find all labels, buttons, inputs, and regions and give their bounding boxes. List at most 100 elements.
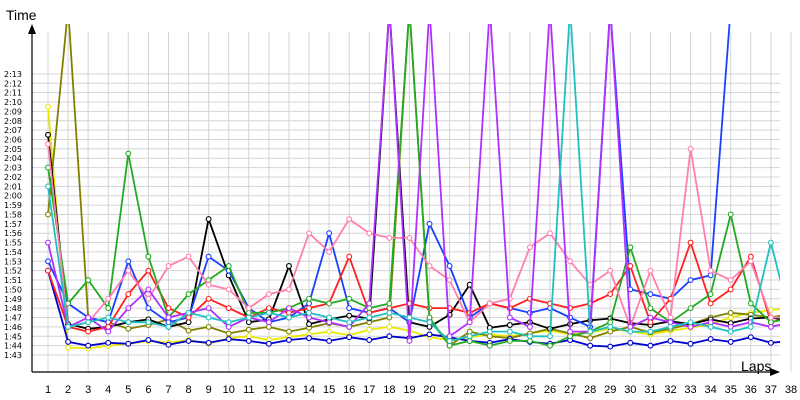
data-point bbox=[245, 326, 252, 333]
data-point bbox=[205, 281, 212, 288]
data-point bbox=[386, 309, 393, 316]
data-point bbox=[346, 253, 353, 260]
data-point bbox=[386, 333, 393, 340]
series-line bbox=[47, 270, 780, 348]
y-tick-label: 2:03 bbox=[4, 164, 22, 173]
data-point bbox=[245, 305, 252, 312]
data-point bbox=[789, 6, 794, 11]
data-point bbox=[426, 314, 433, 321]
data-point bbox=[547, 333, 553, 340]
data-point bbox=[85, 277, 92, 283]
y-tick-label: 2:05 bbox=[4, 145, 22, 154]
data-point bbox=[245, 333, 252, 340]
x-tick-label: 19 bbox=[403, 384, 415, 396]
data-point bbox=[366, 326, 373, 333]
data-point bbox=[687, 323, 694, 330]
data-point bbox=[286, 328, 292, 335]
data-point bbox=[286, 309, 292, 316]
data-point bbox=[85, 328, 92, 335]
data-point bbox=[45, 131, 51, 138]
data-point bbox=[747, 300, 754, 307]
data-point bbox=[105, 295, 112, 302]
data-point bbox=[105, 305, 112, 312]
data-point bbox=[386, 234, 393, 241]
x-tick-label: 11 bbox=[243, 384, 254, 396]
data-point bbox=[486, 300, 493, 307]
data-point bbox=[667, 319, 674, 326]
y-tick-label: 2:07 bbox=[4, 126, 22, 135]
data-point bbox=[286, 314, 292, 321]
x-tick-label: 28 bbox=[584, 384, 596, 396]
data-point bbox=[627, 339, 634, 346]
x-tick-label: 36 bbox=[745, 384, 757, 396]
data-point bbox=[727, 323, 734, 330]
data-point bbox=[346, 295, 353, 302]
data-point bbox=[225, 336, 232, 343]
data-point bbox=[426, 220, 433, 227]
data-point bbox=[205, 339, 212, 346]
data-point bbox=[265, 340, 272, 347]
x-tick-label: 23 bbox=[484, 384, 496, 396]
data-point bbox=[647, 291, 654, 298]
data-point bbox=[326, 314, 333, 321]
data-point bbox=[125, 325, 132, 332]
data-point bbox=[326, 319, 333, 326]
data-point bbox=[387, 6, 392, 11]
data-point bbox=[426, 263, 433, 269]
data-point bbox=[567, 328, 574, 335]
data-point bbox=[45, 211, 51, 218]
series-line bbox=[47, 106, 780, 350]
y-tick-label: 1:56 bbox=[4, 229, 22, 238]
data-point bbox=[748, 6, 753, 11]
x-tick-labels: 1 2 3 4 5 6 7 8 9 10 11 12 13 14 15 16 17 18 19 20 21 22 23 24 2… bbox=[45, 384, 797, 396]
y-tick-label: 1:57 bbox=[4, 220, 22, 229]
data-point bbox=[306, 305, 312, 312]
data-point bbox=[587, 335, 594, 342]
data-point bbox=[205, 253, 212, 260]
data-point bbox=[265, 319, 272, 326]
data-point bbox=[406, 337, 413, 344]
data-point bbox=[767, 314, 774, 321]
data-point bbox=[125, 340, 132, 347]
data-point bbox=[125, 267, 132, 274]
data-point bbox=[407, 6, 412, 11]
y-tick-label: 1:48 bbox=[4, 304, 22, 313]
data-point bbox=[66, 6, 71, 11]
data-point bbox=[607, 343, 614, 350]
data-point bbox=[386, 314, 393, 321]
x-tick-label: 25 bbox=[524, 384, 536, 396]
y-tick-label: 2:12 bbox=[4, 79, 22, 88]
data-point bbox=[547, 230, 553, 237]
x-tick-label: 13 bbox=[283, 384, 295, 396]
data-point bbox=[45, 141, 51, 148]
x-tick-label: 3 bbox=[85, 384, 91, 396]
data-point bbox=[185, 253, 192, 260]
y-tick-label: 1:52 bbox=[4, 267, 22, 276]
data-point bbox=[707, 319, 714, 326]
data-point bbox=[125, 258, 132, 265]
data-point bbox=[225, 323, 232, 330]
data-point bbox=[225, 263, 232, 269]
x-tick-label: 15 bbox=[323, 384, 335, 396]
data-point bbox=[306, 295, 312, 302]
data-point bbox=[225, 319, 232, 326]
data-point bbox=[145, 337, 152, 343]
data-point bbox=[767, 339, 774, 346]
data-point bbox=[346, 312, 353, 319]
data-point bbox=[145, 253, 152, 260]
series-layer bbox=[45, 6, 794, 352]
data-point bbox=[607, 328, 614, 335]
data-point bbox=[65, 344, 72, 351]
data-point bbox=[487, 6, 492, 11]
data-point bbox=[65, 323, 72, 330]
data-point bbox=[727, 277, 734, 283]
y-axis-arrow-icon bbox=[28, 24, 36, 34]
data-point bbox=[286, 286, 292, 293]
series-9 bbox=[45, 6, 780, 344]
data-point bbox=[185, 327, 192, 334]
data-point bbox=[767, 319, 774, 326]
y-tick-label: 1:51 bbox=[4, 276, 22, 285]
data-point bbox=[406, 314, 413, 321]
data-point bbox=[567, 333, 574, 340]
data-point bbox=[105, 328, 112, 335]
